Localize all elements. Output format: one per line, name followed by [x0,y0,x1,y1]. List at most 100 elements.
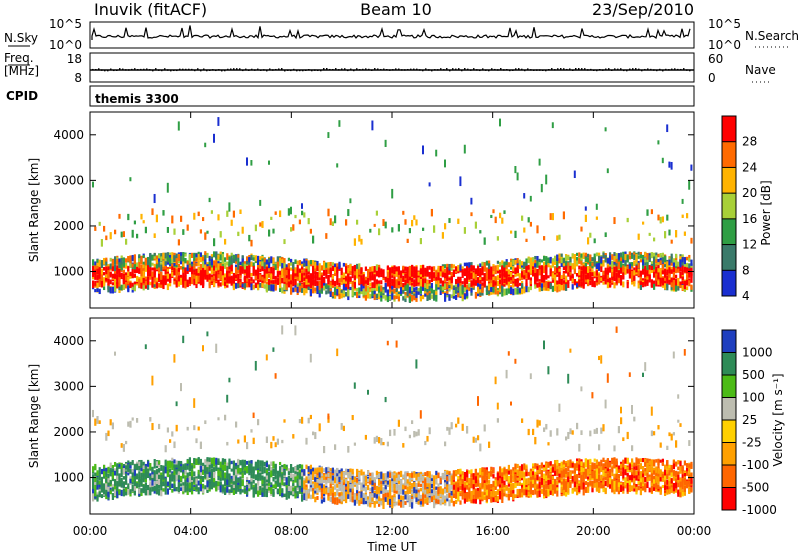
data-cell [103,279,106,287]
data-cell [162,265,165,270]
data-cell [136,275,139,283]
data-cell [162,465,165,471]
data-cell [446,267,449,274]
data-cell [688,179,691,190]
data-cell [133,490,136,495]
data-cell [604,270,607,275]
data-cell [94,289,97,293]
nave-dot [281,68,283,70]
data-cell [235,274,238,279]
data-cell [307,270,310,275]
data-cell [613,275,616,282]
noise-left-tick-bottom: 10^0 [49,38,82,52]
data-cell [551,277,554,283]
data-cell [140,478,143,484]
data-cell [129,478,132,484]
data-cell [239,281,242,286]
data-cell [404,273,407,279]
data-cell [197,426,200,431]
data-cell [666,124,669,133]
data-cell [120,258,123,265]
data-cell [92,483,95,490]
nave-dot [575,68,577,70]
data-cell [690,270,693,276]
data-cell [496,264,499,271]
data-cell [589,254,592,259]
data-cell [670,277,673,281]
data-cell [221,252,224,256]
data-cell [173,228,176,235]
data-cell [210,474,213,479]
data-cell [219,282,222,287]
data-cell [237,273,240,281]
data-cell [595,263,598,270]
data-cell [406,284,409,291]
data-cell [393,288,396,294]
data-cell [364,291,367,296]
data-cell [424,283,427,288]
data-cell [180,266,183,270]
data-cell [191,274,194,279]
nave-dot [482,68,484,70]
data-cell [307,286,310,291]
data-cell [631,281,634,285]
data-cell [666,214,669,221]
nave-dot [533,69,535,71]
data-cell [173,441,176,449]
data-cell [670,161,673,170]
data-cell [347,209,350,217]
data-cell [672,276,675,281]
data-cell [92,181,94,188]
data-cell [584,252,587,257]
data-cell [444,274,447,279]
data-cell [686,282,689,286]
data-cell [369,289,372,293]
data-cell [466,289,469,297]
data-cell [98,271,101,277]
data-cell [428,286,431,293]
data-cell [94,484,97,492]
data-cell [644,261,647,266]
data-cell [182,261,185,267]
data-cell [657,258,660,263]
data-cell [149,489,152,496]
data-cell [540,183,543,193]
data-cell [314,273,317,279]
nave-dot [641,69,643,72]
data-cell [492,269,495,275]
data-cell [105,478,108,483]
data-cell [547,260,550,268]
data-cell [177,482,180,488]
data-cell [448,269,451,275]
data-cell [193,425,196,431]
data-cell [248,282,251,288]
data-cell [446,282,449,289]
data-cell [109,263,112,269]
data-cell [175,266,178,271]
nave-dot [677,68,679,71]
data-cell [204,420,207,425]
data-cell [171,483,174,489]
data-cell [228,264,231,269]
data-cell [516,280,519,288]
data-cell [290,259,293,266]
data-cell [254,282,257,288]
nave-dot [602,69,604,71]
data-cell [160,475,163,479]
data-cell [235,283,238,287]
data-cell [226,266,229,274]
data-cell [131,273,134,279]
data-cell [501,273,504,281]
data-cell [301,210,304,216]
nave-dot [527,68,529,70]
data-cell [681,198,684,204]
data-cell [175,487,178,491]
nave-dot [503,69,505,71]
data-cell [536,263,539,268]
data-cell [127,464,130,471]
data-cell [428,279,431,287]
data-cell [180,460,183,465]
data-cell [512,277,515,282]
nave-dot [377,68,379,70]
data-cell [584,266,587,270]
